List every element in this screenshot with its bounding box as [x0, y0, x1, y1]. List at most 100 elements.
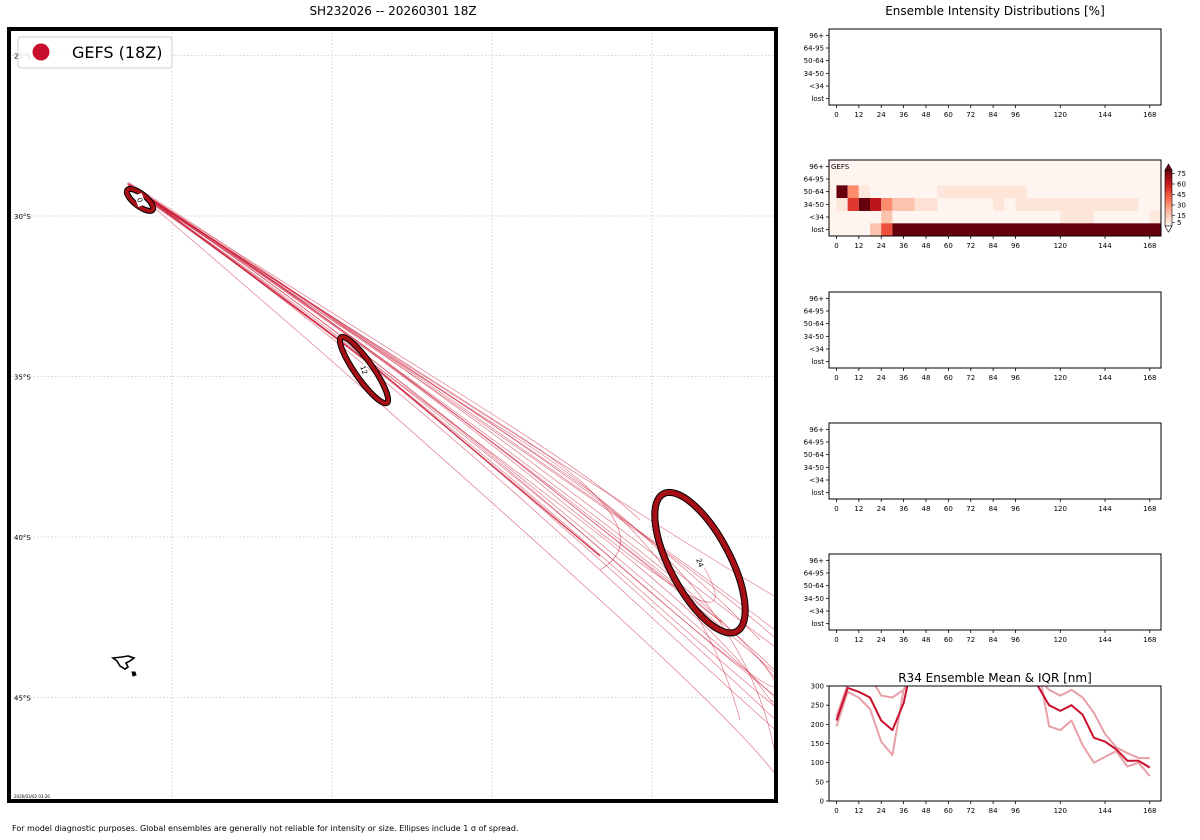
map-frame: [7, 27, 778, 803]
heatmap-cell: [914, 198, 938, 211]
x-tick-label: 144: [1098, 242, 1112, 250]
panel-background: [829, 554, 1161, 630]
x-tick-label: 84: [989, 242, 998, 250]
footer-note: For model diagnostic purposes. Global en…: [12, 824, 519, 833]
lat-label: 40°S: [14, 534, 31, 542]
x-tick-label: 84: [989, 111, 998, 119]
heatmap-cell: [847, 185, 859, 199]
ensemble-track: [128, 185, 776, 688]
panel-frame: [828, 291, 1162, 369]
colorbar-tick-label: 75: [1177, 170, 1186, 178]
colorbar-tick-label: 60: [1177, 181, 1186, 189]
x-tick-label: 84: [989, 636, 998, 644]
colorbar-extend-min: [1164, 225, 1173, 233]
x-tick-label: 0: [834, 636, 838, 644]
r34-lines: [835, 686, 1151, 777]
r34-x-tick-label: 0: [834, 807, 838, 815]
x-tick-label: 60: [944, 374, 953, 382]
x-tick-label: 0: [834, 505, 838, 513]
forecast-ellipse: [651, 488, 749, 637]
x-tick-label: 72: [966, 374, 975, 382]
x-tick-label: 84: [989, 505, 998, 513]
r34-x-tick-label: 12: [854, 807, 863, 815]
ensemble-track: [127, 181, 776, 649]
x-tick-label: 36: [899, 505, 908, 513]
x-tick-label: 168: [1143, 242, 1156, 250]
y-tick-label: lost: [811, 95, 824, 103]
ellipse-hour-label: 12: [358, 363, 370, 378]
lat-label: 45°S: [14, 695, 31, 703]
r34-y-tick-label: 300: [811, 683, 824, 691]
ensemble-track: [130, 185, 776, 640]
heatmap-cell: [847, 198, 859, 211]
model-label: GEFS: [831, 163, 850, 171]
x-tick-label: 96: [1011, 242, 1020, 250]
y-tick-label: lost: [811, 226, 824, 234]
x-tick-label: 12: [854, 374, 863, 382]
map-gridlines: [9, 29, 776, 801]
x-tick-label: 24: [877, 374, 886, 382]
x-tick-label: 96: [1011, 111, 1020, 119]
y-tick-label: 34-50: [804, 333, 824, 341]
panel-frame: [828, 553, 1162, 631]
intensity-panel: 96+ 64-95 50-64 34-50 <34 lost 0 12 24 36 48 60 72 84…: [804, 159, 1186, 250]
y-tick-label: 64-95: [804, 570, 824, 578]
y-tick-label: 64-95: [804, 308, 824, 316]
ellipse-label-bg: [694, 555, 706, 570]
y-tick-label: 50-64: [804, 188, 825, 196]
y-tick-label: 34-50: [804, 70, 824, 78]
colorbar-extend-max: [1164, 163, 1173, 171]
r34-x-tick-label: 24: [877, 807, 886, 815]
x-tick-label: 144: [1098, 111, 1112, 119]
y-tick-label: 64-95: [804, 45, 824, 53]
ellipse-hour-label: 24: [694, 555, 706, 570]
y-tick-label: 50-64: [804, 320, 825, 328]
x-tick-label: 36: [899, 242, 908, 250]
ellipse-ring: [337, 334, 391, 406]
r34-x-tick-label: 60: [944, 807, 953, 815]
y-tick-label: 96+: [809, 163, 824, 171]
x-tick-label: 12: [854, 505, 863, 513]
colorbar-tick-label: 15: [1177, 212, 1186, 220]
r34-x-tick-label: 84: [989, 807, 998, 815]
y-tick-label: 50-64: [804, 451, 825, 459]
y-tick-label: 50-64: [804, 57, 825, 65]
y-tick-label: 96+: [809, 32, 824, 40]
colorbar: [1164, 169, 1173, 227]
x-tick-label: 48: [922, 374, 931, 382]
ensemble-track: [126, 182, 641, 521]
heatmap-cell: [881, 198, 893, 211]
intensity-panel: 96+ 64-95 50-64 34-50 <34 lost 0 12 24 36 48 60 72 84…: [804, 28, 1162, 119]
ensemble-track: [128, 185, 776, 672]
colorbar-tick-label: 30: [1177, 202, 1186, 210]
r34-y-tick-label: 100: [811, 759, 824, 767]
panel-background: [829, 29, 1161, 105]
heatmap-cell: [1015, 198, 1139, 211]
x-tick-label: 120: [1054, 374, 1067, 382]
ellipse-ring: [652, 489, 748, 636]
x-tick-label: 24: [877, 636, 886, 644]
panel-frame: [828, 159, 1162, 237]
intensity-panel: 96+ 64-95 50-64 34-50 <34 lost 0 12 24 36 48 60 72 84…: [804, 291, 1162, 382]
r34-x-tick-label: 48: [922, 807, 931, 815]
ensemble-tracks: [126, 181, 776, 776]
y-tick-label: lost: [811, 358, 824, 366]
heatmap-cell: [858, 185, 871, 199]
intensity-title: Ensemble Intensity Distributions [%]: [885, 4, 1105, 18]
heatmap-cell: [858, 198, 871, 211]
y-tick-label: 96+: [809, 426, 824, 434]
r34-iqr-low-line: [1040, 686, 1151, 777]
x-tick-label: 120: [1054, 242, 1067, 250]
y-tick-label: 34-50: [804, 201, 824, 209]
x-tick-label: 84: [989, 374, 998, 382]
panel-frame: [828, 28, 1162, 106]
x-tick-label: 12: [854, 636, 863, 644]
panel-frame: [828, 422, 1162, 500]
x-tick-label: 60: [944, 242, 953, 250]
x-tick-label: 120: [1054, 111, 1067, 119]
r34-x-tick-label: 96: [1011, 807, 1020, 815]
x-tick-label: 48: [922, 111, 931, 119]
heatmap-cell: [870, 198, 882, 211]
r34-background: [829, 686, 1161, 801]
x-tick-label: 60: [944, 111, 953, 119]
